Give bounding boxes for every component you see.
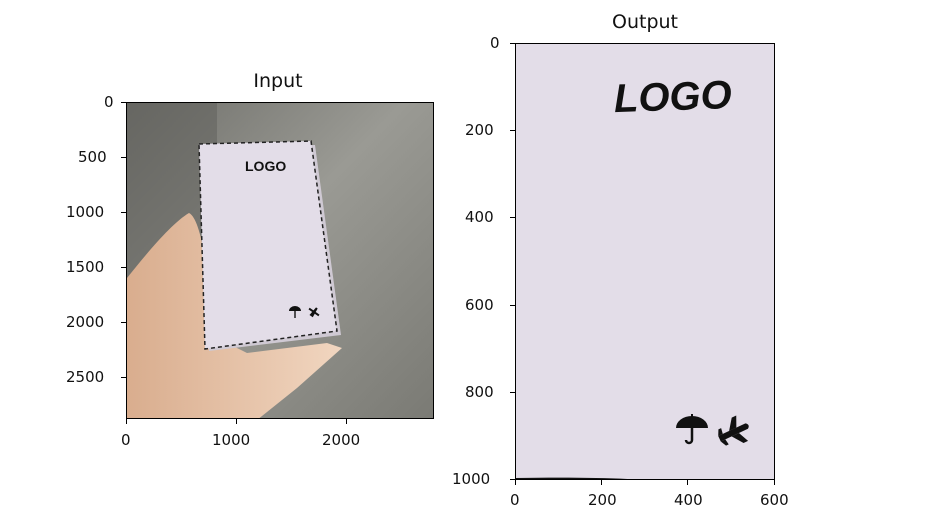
umbrella-icon: [676, 414, 708, 445]
output-y-tick: 600: [465, 296, 494, 314]
output-y-tick: 0: [490, 34, 500, 52]
output-card-logo: LOGO: [613, 73, 732, 121]
card: [198, 140, 338, 350]
output-x-tick: 600: [760, 491, 789, 509]
output-axes: LOGO: [515, 43, 775, 480]
input-x-tick: 2000: [322, 431, 361, 449]
input-photo: LOGO: [127, 103, 433, 418]
input-axes: LOGO: [126, 102, 434, 419]
output-y-tick: 400: [465, 208, 494, 226]
output-y-tick: 800: [465, 383, 494, 401]
output-image: LOGO: [516, 44, 774, 479]
output-y-tick: 200: [465, 121, 494, 139]
input-y-tick: 2000: [66, 313, 105, 331]
input-x-tick: 0: [121, 431, 131, 449]
input-title: Input: [253, 70, 303, 92]
output-y-tick: 1000: [452, 470, 491, 488]
airplane-icon: [308, 307, 320, 318]
input-y-tick: 1500: [66, 258, 105, 276]
output-title: Output: [612, 11, 678, 33]
airplane-icon: [718, 415, 749, 446]
umbrella-icon: [289, 306, 301, 318]
input-x-tick: 1000: [212, 431, 251, 449]
output-x-tick: 200: [588, 491, 617, 509]
output-x-tick: 0: [510, 491, 520, 509]
input-y-tick: 1000: [66, 203, 105, 221]
input-y-tick: 500: [78, 148, 107, 166]
input-y-tick: 0: [104, 93, 114, 111]
output-x-tick: 400: [674, 491, 703, 509]
input-y-tick: 2500: [66, 368, 105, 386]
input-card-logo: LOGO: [245, 158, 286, 174]
